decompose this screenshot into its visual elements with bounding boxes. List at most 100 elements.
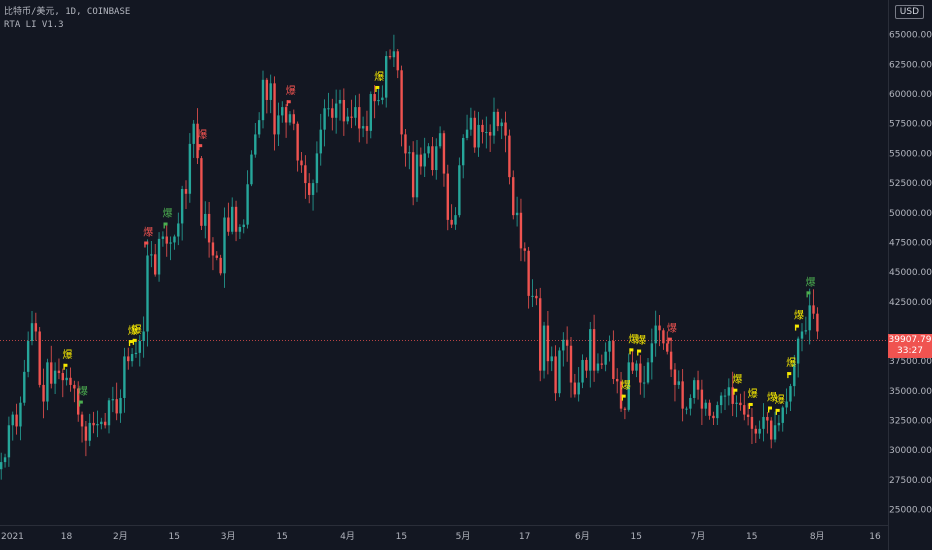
candle [531, 279, 534, 308]
candle-body [785, 401, 788, 408]
signal-flag [667, 337, 672, 341]
candle [438, 126, 442, 149]
candle-body [11, 414, 14, 426]
signal-flag [198, 144, 203, 148]
candle [654, 310, 657, 357]
candle-body [708, 402, 711, 416]
candle-body [327, 108, 330, 110]
signal-label: 爆 [767, 392, 777, 404]
candle [184, 180, 188, 210]
price-tick-label: 62500.00 [889, 60, 932, 70]
candle-body [531, 295, 534, 297]
candle [146, 239, 149, 347]
candle-body [635, 363, 638, 371]
time-tick-label: 17 [519, 532, 530, 542]
currency-button[interactable]: USD [894, 5, 924, 19]
candle [88, 413, 91, 447]
candle-body [546, 325, 550, 362]
price-tick-label: 32500.00 [889, 417, 932, 427]
candle-body [812, 305, 815, 314]
signal-flag-pole [286, 100, 289, 107]
candle [589, 321, 592, 388]
candle [515, 196, 519, 227]
candle-body [246, 184, 249, 225]
signal-flag [621, 394, 626, 398]
candle-body [281, 107, 284, 116]
candle-body [50, 362, 53, 384]
candle [662, 328, 665, 350]
candle-body [400, 70, 403, 135]
candle [123, 347, 126, 413]
candle-body [173, 236, 176, 243]
candle [719, 392, 723, 414]
candle [550, 346, 553, 372]
candle-body [508, 135, 511, 178]
candle-body [277, 115, 280, 135]
candle-body [523, 248, 526, 251]
candle [111, 386, 115, 413]
candle [512, 170, 515, 220]
candle-body [142, 331, 145, 341]
candle-body [496, 111, 500, 127]
candle [804, 316, 808, 335]
candle [142, 316, 145, 358]
candle [154, 243, 157, 277]
candle-body [673, 369, 677, 385]
signal-marker: 爆 [775, 394, 785, 415]
candle [488, 124, 492, 152]
candle-body [7, 425, 11, 458]
candle-body [485, 132, 488, 134]
candle [535, 288, 538, 306]
candle [623, 406, 627, 420]
candle-body [465, 129, 469, 138]
candle [750, 408, 754, 444]
candle [435, 138, 438, 180]
signal-marker: 爆 [143, 227, 153, 248]
signal-flag [775, 408, 780, 412]
candle-body [685, 408, 688, 410]
candle [454, 207, 457, 230]
candle-body [411, 152, 415, 198]
last-price-tag: 39907.79 33:27 [888, 334, 932, 358]
candle-body [750, 416, 754, 429]
candle-body [662, 330, 665, 344]
time-tick-label: 15 [169, 532, 180, 542]
candle [338, 89, 342, 121]
candle [462, 134, 465, 179]
candle-body [639, 363, 642, 383]
candle [257, 112, 261, 138]
candle [3, 453, 7, 468]
signal-flag [748, 402, 753, 406]
candle [288, 111, 292, 126]
signal-flag-pole [748, 402, 751, 409]
signal-flag-pole [806, 291, 808, 298]
candle [446, 164, 449, 231]
candle-body [808, 305, 811, 331]
symbol-title: 比特币/美元, 1D, COINBASE [4, 7, 131, 17]
candle-body [658, 325, 661, 331]
signal-label: 爆 [286, 85, 296, 97]
signal-flag [794, 324, 799, 328]
candle [7, 416, 11, 467]
candle [527, 246, 530, 309]
signal-flag [733, 388, 738, 392]
candle-body [616, 378, 619, 382]
candle [812, 289, 815, 319]
candle [331, 98, 334, 131]
signal-label: 爆 [794, 310, 804, 322]
price-tick-label: 50000.00 [889, 209, 932, 219]
candle [796, 336, 800, 378]
candle [61, 368, 64, 398]
time-tick-label: 8月 [810, 531, 825, 542]
candle-body [712, 415, 715, 419]
candle-body [61, 373, 64, 381]
time-tick-label: 18 [61, 532, 73, 542]
candle-body [650, 343, 654, 363]
signal-marker: 爆 [128, 325, 138, 347]
candle-body [770, 420, 773, 440]
candle [554, 345, 557, 401]
candle-body [562, 339, 565, 351]
candle [500, 118, 503, 140]
candle [770, 417, 773, 449]
